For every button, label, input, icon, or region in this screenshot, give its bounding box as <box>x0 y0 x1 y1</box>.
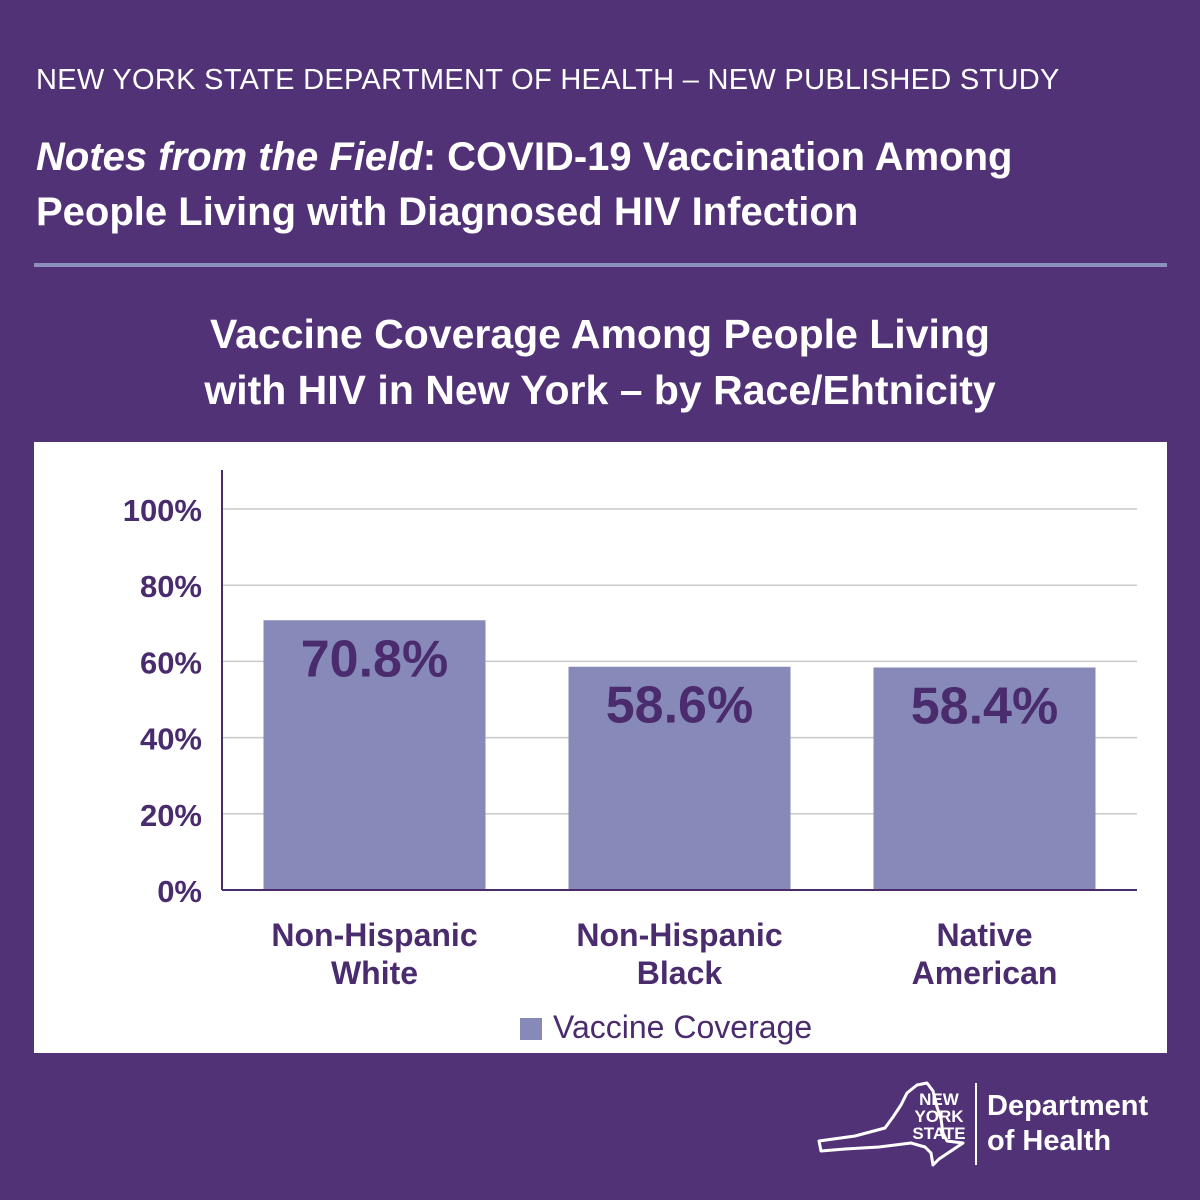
x-tick-label: White <box>331 955 418 991</box>
bar-chart: 0%20%40%60%80%100%70.8%Non-HispanicWhite… <box>123 470 1137 1045</box>
chart-panel: 0% 20% 40% 60% 80% 100% 70.8% Non-Hispanic White… <box>34 442 1167 1053</box>
legend-label: Vaccine Coverage <box>553 1009 812 1045</box>
x-tick-label: Non-Hispanic <box>576 917 782 953</box>
bar <box>568 666 791 890</box>
divider-rule <box>34 263 1167 267</box>
nys-doh-logo: NEW YORK STATE Department of Health <box>815 1075 1175 1175</box>
y-tick-label: 80% <box>140 569 202 604</box>
chart-title-line1: Vaccine Coverage Among People Living <box>210 311 990 357</box>
data-label: 58.4% <box>911 677 1058 735</box>
headline-italic: Notes from the Field <box>36 135 423 179</box>
y-tick-label: 100% <box>123 493 202 528</box>
y-tick-label: 0% <box>157 874 202 909</box>
data-label: 58.6% <box>606 677 753 735</box>
nys-line-1: NEW <box>919 1090 959 1109</box>
study-kicker: NEW YORK STATE DEPARTMENT OF HEALTH – NE… <box>36 64 1060 96</box>
nys-wordmark: NEW YORK STATE <box>899 1091 979 1142</box>
department-wordmark: Department of Health <box>987 1089 1148 1159</box>
dept-line-2: of Health <box>987 1125 1112 1157</box>
y-tick-label: 20% <box>140 798 202 833</box>
headline-line1-rest: : COVID-19 Vaccination Among <box>422 135 1013 179</box>
legend-swatch <box>520 1018 542 1040</box>
x-tick-label: Non-Hispanic <box>271 917 477 953</box>
logo-divider <box>975 1083 977 1165</box>
y-tick-label: 60% <box>140 645 202 680</box>
chart-title-line2: with HIV in New York – by Race/Ehtnicity <box>204 367 996 413</box>
bar <box>263 620 486 890</box>
x-tick-label: Black <box>637 955 723 991</box>
bar <box>873 667 1096 890</box>
new-york-state-outline-icon <box>817 1081 965 1167</box>
data-label: 70.8% <box>301 630 448 688</box>
x-tick-label: Native <box>936 917 1032 953</box>
chart-title: Vaccine Coverage Among People Living wit… <box>0 306 1200 418</box>
headline-line2: People Living with Diagnosed HIV Infecti… <box>36 190 859 234</box>
nys-line-2: YORK <box>914 1107 964 1126</box>
headline: Notes from the Field: COVID-19 Vaccinati… <box>36 130 1176 240</box>
dept-line-1: Department <box>987 1090 1149 1122</box>
x-tick-label: American <box>912 955 1058 991</box>
nys-line-3: STATE <box>912 1124 966 1143</box>
y-tick-label: 40% <box>140 722 202 757</box>
